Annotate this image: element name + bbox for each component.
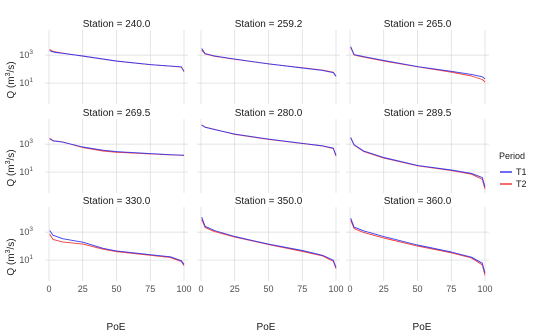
y-axis-title: Q (m3/s) xyxy=(5,149,17,186)
facet-strip-label: Station = 259.2 xyxy=(235,19,303,30)
x-tick-label: 100 xyxy=(176,284,191,294)
x-tick-label: 0 xyxy=(46,284,51,294)
facet-panel: Station = 259.2 xyxy=(197,19,340,104)
facet-panel: Station = 280.0 xyxy=(197,108,340,193)
x-tick-label: 100 xyxy=(477,284,492,294)
y-axis-title-sup: 3 xyxy=(5,249,12,253)
series-line-t1 xyxy=(201,124,337,156)
facet-panel: Station = 269.5 103 101 xyxy=(19,108,188,193)
facet-panels: Station = 240.0 103 101 Station = 259.2 Stat… xyxy=(19,19,492,294)
x-tick-label: 100 xyxy=(328,284,343,294)
series-line-t2 xyxy=(350,220,486,276)
facet-strip-label: Station = 280.0 xyxy=(235,108,303,119)
y-axis-title-sup: 3 xyxy=(5,72,12,76)
facet-strip-label: Station = 240.0 xyxy=(83,19,151,30)
y-axis-title: Q (m3/s) xyxy=(5,61,17,98)
legend-title: Period xyxy=(499,151,525,161)
facet-strip-label: Station = 269.5 xyxy=(83,108,151,119)
x-tick-label: 75 xyxy=(297,284,307,294)
x-tick-label: 75 xyxy=(145,284,155,294)
series-line-t1 xyxy=(350,46,486,80)
y-tick-label: 101 xyxy=(19,166,33,177)
facet-strip-label: Station = 265.0 xyxy=(384,19,452,30)
series-line-t1 xyxy=(49,138,185,156)
y-tick-label: 103 xyxy=(19,138,33,149)
y-tick-label: 103 xyxy=(19,226,33,237)
x-tick-label: 75 xyxy=(446,284,456,294)
x-axis-title: PoE xyxy=(257,322,276,333)
series-line-t2 xyxy=(49,48,185,72)
facet-panel: Station = 360.0 0 25 50 75 100 xyxy=(346,196,493,294)
facet-panel: Station = 289.5 xyxy=(346,108,489,193)
facet-panel: Station = 265.0 xyxy=(346,19,489,104)
series-line-t2 xyxy=(49,137,185,156)
facet-strip-label: Station = 330.0 xyxy=(83,196,151,207)
series-line-t1 xyxy=(350,137,486,187)
x-tick-label: 50 xyxy=(263,284,273,294)
facet-strip-label: Station = 350.0 xyxy=(235,196,303,207)
x-tick-label: 0 xyxy=(347,284,352,294)
y-axis-title-sup: 3 xyxy=(5,160,12,164)
series-line-t2 xyxy=(49,234,185,266)
y-tick-label: 101 xyxy=(19,254,33,265)
x-tick-label: 25 xyxy=(78,284,88,294)
x-axis-title: PoE xyxy=(107,322,126,333)
x-tick-label: 50 xyxy=(412,284,422,294)
x-tick-label: 25 xyxy=(379,284,389,294)
facet-panel: Station = 350.0 0 25 50 75 100 xyxy=(197,196,344,294)
facet-panel: Station = 240.0 103 101 xyxy=(19,19,188,104)
y-tick-label: 101 xyxy=(19,77,33,88)
legend-label-t2: T2 xyxy=(516,179,527,189)
facet-panel: Station = 330.0 103 101 0 25 50 75 100 xyxy=(19,196,191,294)
facet-strip-label: Station = 289.5 xyxy=(384,108,452,119)
series-line-t1 xyxy=(201,48,337,77)
facet-strip-label: Station = 360.0 xyxy=(384,196,452,207)
series-line-t1 xyxy=(201,216,337,268)
x-tick-label: 25 xyxy=(230,284,240,294)
y-tick-label: 103 xyxy=(19,49,33,60)
legend-label-t1: T1 xyxy=(516,167,527,177)
x-tick-label: 0 xyxy=(198,284,203,294)
series-line-t1 xyxy=(49,50,185,72)
x-axis-title: PoE xyxy=(413,322,432,333)
legend: Period T1 T2 xyxy=(499,151,527,189)
series-line-t1 xyxy=(350,218,486,274)
series-line-t1 xyxy=(49,230,185,265)
y-axis-title: Q (m3/s) xyxy=(5,238,17,275)
x-tick-label: 50 xyxy=(111,284,121,294)
